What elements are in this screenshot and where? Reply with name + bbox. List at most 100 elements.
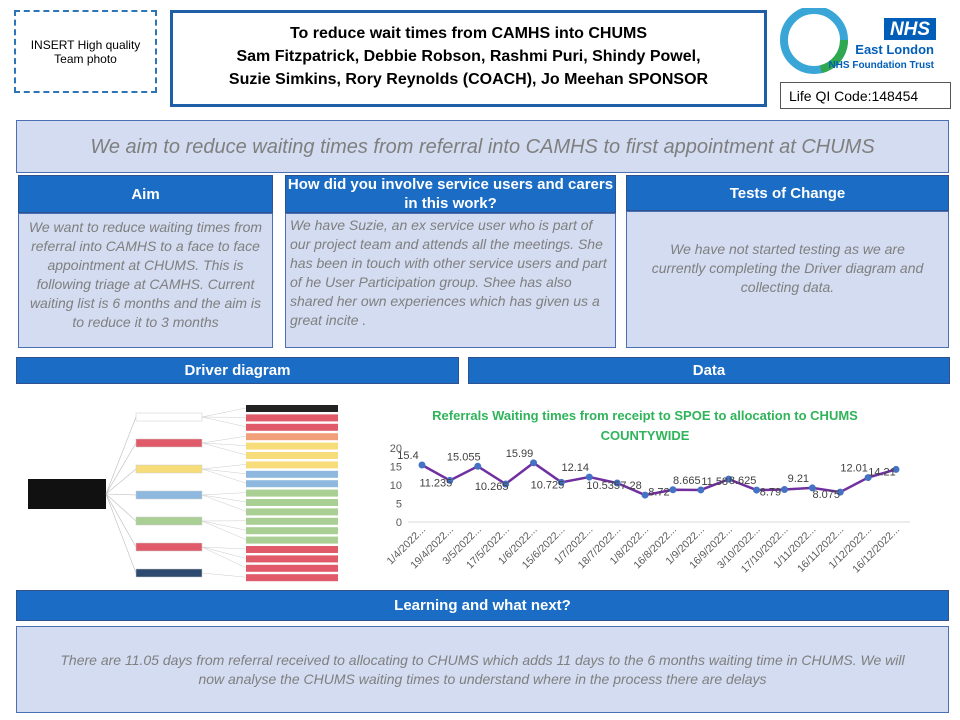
driver-link	[105, 493, 137, 522]
data-label: 8.72	[648, 487, 669, 499]
data-point	[557, 478, 565, 486]
photo-placeholder: INSERT High quality Team photo	[14, 10, 157, 93]
data-label: 10.265	[475, 481, 509, 493]
driver-change	[246, 574, 338, 582]
driver-link	[201, 572, 247, 578]
header: To reduce wait times from CAMHS into CHU…	[170, 10, 767, 107]
driver-link	[201, 494, 247, 512]
driver-change	[246, 405, 338, 412]
data-point	[502, 480, 510, 488]
data-point	[697, 486, 705, 494]
data-point	[585, 473, 593, 481]
data-point	[780, 485, 788, 493]
driver-link	[105, 442, 137, 495]
driver-secondary	[135, 412, 203, 422]
driver-link	[105, 468, 137, 495]
driver-link	[201, 520, 247, 540]
data-label: 8.665	[673, 475, 701, 487]
driver-change	[246, 527, 338, 535]
driver-diagram	[28, 405, 338, 582]
panel-body: We have Suzie, an ex service user who is…	[285, 213, 616, 348]
data-label: 12.01	[840, 463, 868, 475]
driver-link	[201, 546, 247, 550]
driver-change	[246, 517, 338, 525]
driver-link	[201, 468, 247, 475]
driver-link	[201, 464, 247, 470]
driver-secondary	[135, 568, 203, 578]
driver-change	[246, 470, 338, 478]
driver-secondary	[135, 464, 203, 474]
data-line	[421, 461, 897, 497]
data-point	[836, 488, 844, 496]
data-label: 14.21	[868, 466, 896, 478]
driver-link	[105, 493, 137, 548]
team-line: Sam Fitzpatrick, Debbie Robson, Rashmi P…	[236, 48, 701, 65]
driver-change	[246, 499, 338, 506]
data-label: 15.4	[397, 450, 418, 462]
driver-link	[201, 492, 247, 496]
data-point	[474, 462, 482, 470]
panel-heading: Aim	[18, 175, 273, 213]
driver-change	[246, 546, 338, 553]
y-tick-label: 15	[390, 462, 402, 474]
data-label: 10.725	[531, 479, 565, 491]
org-name: East London	[855, 42, 934, 57]
data-label: 9.21	[788, 473, 809, 485]
driver-secondary	[135, 516, 203, 526]
data-point	[418, 461, 426, 469]
driver-link	[201, 546, 247, 569]
driver-secondary	[135, 438, 203, 448]
data-label: 15.055	[447, 451, 481, 463]
logo: NHS East London NHS Foundation Trust	[780, 8, 936, 74]
driver-change	[246, 489, 338, 497]
data-point	[753, 486, 761, 494]
driver-change	[246, 564, 338, 572]
panel-heading: How did you involve service users and ca…	[285, 175, 616, 213]
data-label: 8.075	[812, 489, 840, 501]
data-point	[808, 484, 816, 492]
driver-change	[246, 536, 338, 544]
data-point	[669, 486, 677, 494]
nhs-box	[884, 18, 936, 40]
driver-link	[201, 435, 247, 444]
chart-title: Referrals Waiting times from receipt to …	[432, 408, 858, 443]
panel-body: We want to reduce waiting times from ref…	[18, 213, 273, 348]
data-point	[641, 491, 649, 499]
section-heading: Learning and what next?	[16, 590, 949, 621]
y-tick-label: 5	[396, 499, 402, 511]
data-point	[530, 459, 538, 467]
data-label: 11.58	[701, 476, 728, 488]
y-tick-label: 20	[390, 443, 402, 455]
section-heading: Driver diagram	[16, 357, 459, 384]
data-point	[613, 479, 621, 487]
driver-link	[201, 416, 247, 428]
driver-link	[201, 546, 247, 559]
y-tick-label: 10	[390, 480, 402, 492]
driver-change	[246, 442, 338, 450]
team-line: Suzie Simkins, Rory Reynolds (COACH), Jo…	[228, 71, 709, 88]
driver-change	[246, 508, 338, 516]
data-label: 8.79	[760, 486, 781, 498]
driver-change	[246, 433, 338, 441]
driver-primary	[28, 479, 106, 509]
learning-body: There are 11.05 days from referral recei…	[16, 626, 949, 713]
data-label: 7.28	[620, 480, 641, 492]
driver-link	[201, 442, 247, 456]
data-label: 8.625	[729, 475, 757, 487]
data-label: 15.99	[506, 448, 534, 460]
driver-secondary	[135, 542, 203, 552]
driver-secondary	[135, 490, 203, 500]
driver-link	[105, 493, 137, 496]
chart: 051015201/4/2022...19/4/2022...3/5/2022.…	[385, 443, 910, 575]
driver-link	[201, 520, 247, 531]
data-label: 10.535	[586, 480, 620, 492]
trust-name: NHS Foundation Trust	[828, 60, 934, 71]
driver-link	[201, 442, 247, 446]
y-tick-label: 0	[396, 517, 402, 529]
data-point	[892, 465, 900, 473]
logo-ring	[780, 8, 848, 74]
driver-change	[246, 480, 338, 488]
driver-link	[201, 407, 247, 418]
